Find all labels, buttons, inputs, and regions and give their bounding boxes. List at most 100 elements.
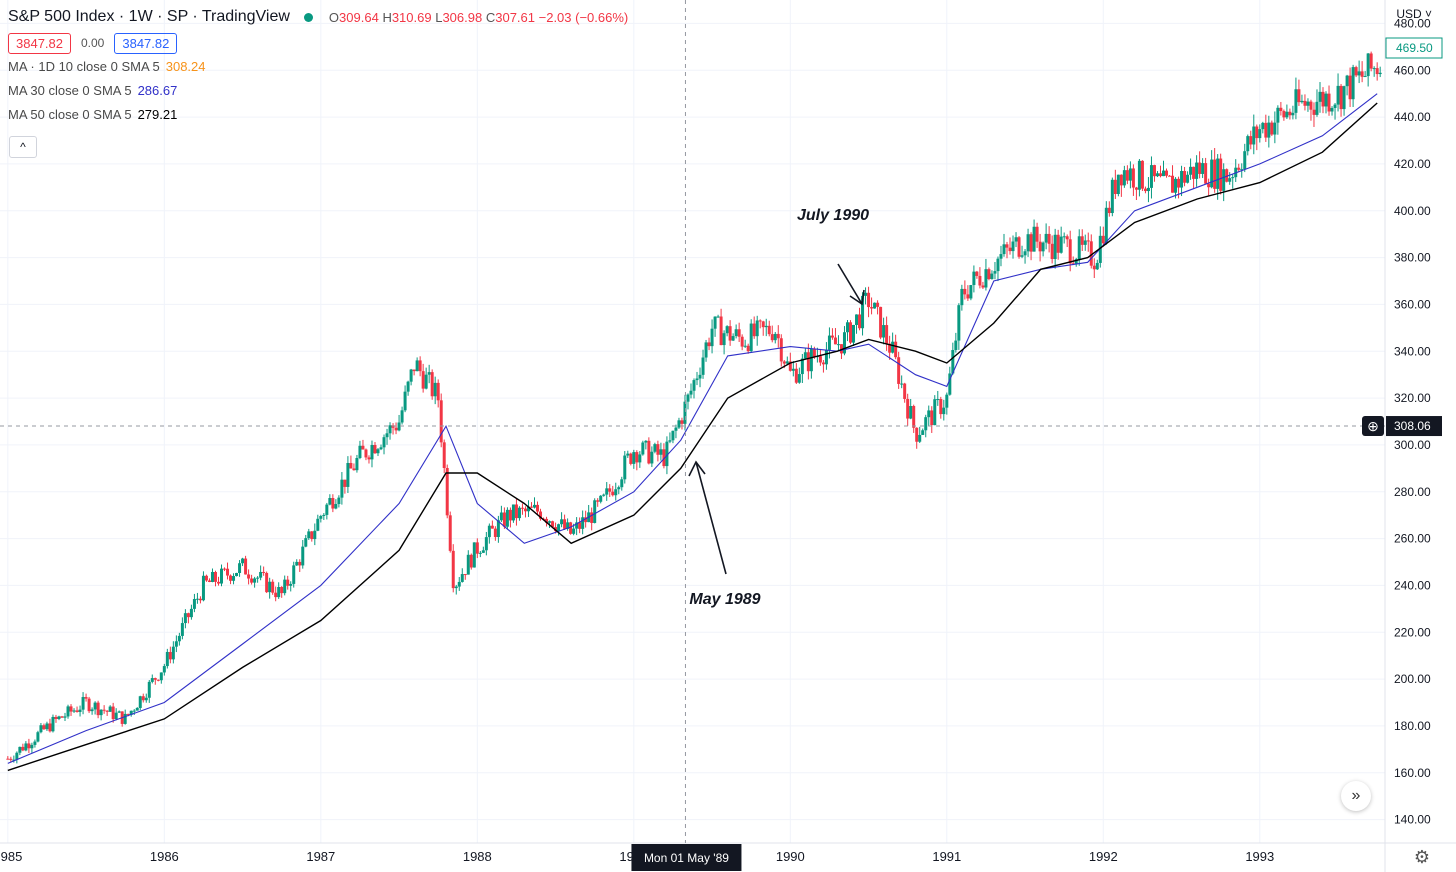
candle-body [352,468,356,471]
candle-body [900,383,904,385]
candle-body [689,390,693,395]
candle-body [557,524,561,532]
candle-body [839,344,843,354]
last-price-label-bg [1385,37,1443,59]
time-tick-label: 1986 [150,849,179,864]
candle-body [168,651,172,660]
candle-body [481,550,485,553]
candle-body [307,531,311,539]
candle-body [879,306,883,338]
candle-body [174,641,178,647]
candle-body [111,706,115,720]
candle-body [1122,170,1126,186]
candle-body [400,410,404,423]
candle-body [779,338,783,362]
candle-body [382,437,386,448]
candle-body [981,285,985,288]
candle-body [812,348,816,357]
candle-body [1336,85,1340,105]
candle-body [1014,237,1018,242]
candle-body [349,462,353,469]
candle-body [1228,178,1232,182]
candle-body [912,406,916,428]
indicator-ma30[interactable]: MA 30 close 0 SMA 5 286.67 [8,82,178,98]
candle-body [1050,243,1054,260]
chart-legend: S&P 500 Index · 1W · SP · TradingView O3… [8,6,628,126]
candle-body [1294,89,1298,113]
candle-body [213,571,217,582]
candle-body [1116,174,1120,195]
candle-body [207,580,211,582]
buy-button[interactable]: 3847.82 [114,32,178,54]
price-tick-label: 460.00 [1394,63,1431,77]
indicator-ma10[interactable]: MA · 1D 10 close 0 SMA 5 308.24 [8,58,206,74]
candle-body [430,372,434,397]
candle-body [1189,166,1193,175]
candle-body [499,512,503,521]
scroll-to-realtime-button[interactable]: » [1341,781,1371,811]
ohlc-values: O309.64 H310.69 L306.98 C307.61 −2.03 (−… [328,9,629,25]
candle-body [271,581,275,593]
candle-body [445,467,449,516]
candle-body [75,710,79,712]
candle-body [963,288,967,295]
candle-body [1023,251,1027,256]
time-tick-label: 1988 [463,849,492,864]
candle-body [969,285,973,299]
candle-body [1270,122,1274,135]
candle-body [229,575,233,581]
candle-body [280,586,284,594]
candle-body [1204,163,1208,184]
candle-body [186,613,190,618]
candle-body [1258,129,1262,139]
candle-body [529,506,533,508]
candle-body [1330,107,1334,112]
candle-body [746,345,750,352]
candle-body [692,380,696,391]
indicator-ma50[interactable]: MA 50 close 0 SMA 5 279.21 [8,106,178,122]
collapse-legend-button[interactable]: ^ [9,136,37,158]
time-tick-label: 1993 [1245,849,1274,864]
currency-selector[interactable]: USD ˅ [1396,7,1432,21]
candle-body [292,565,296,584]
candle-body [1354,67,1358,76]
candle-body [1137,160,1141,190]
candle-body [608,488,612,492]
sell-button[interactable]: 3847.82 [8,32,71,54]
candle-body [102,709,106,711]
candle-body [1315,101,1319,115]
symbol-title[interactable]: S&P 500 Index · 1W · SP · TradingView [8,8,290,25]
candle-body [749,323,753,352]
candle-body [1285,111,1289,118]
candle-body [66,706,70,717]
arrow-may-1989 [695,461,727,575]
candle-body [656,444,660,455]
candle-body [238,563,242,573]
price-tick-label: 400.00 [1394,204,1431,218]
candle-body [647,440,651,464]
candle-body [48,723,52,732]
candle-body [821,362,825,365]
candle-body [198,598,202,601]
candle-body [1068,239,1072,264]
candle-body [379,447,383,450]
candle-body [361,445,365,450]
candle-body [526,506,530,512]
price-tick-label: 480.00 [1394,16,1431,30]
candle-body [484,537,488,551]
candle-body [472,542,476,568]
candle-body [885,325,889,344]
candle-body [632,452,636,464]
candle-body [1119,174,1123,186]
candle-body [1020,255,1024,257]
candle-body [1375,68,1379,75]
settings-gear-icon[interactable]: ⚙ [1413,847,1430,867]
candle-body [1219,158,1223,191]
candle-body [1309,101,1313,110]
candle-body [156,679,160,681]
candle-body [888,343,892,353]
candle-body [719,316,723,346]
candle-body [713,316,717,329]
candle-body [1035,226,1039,242]
